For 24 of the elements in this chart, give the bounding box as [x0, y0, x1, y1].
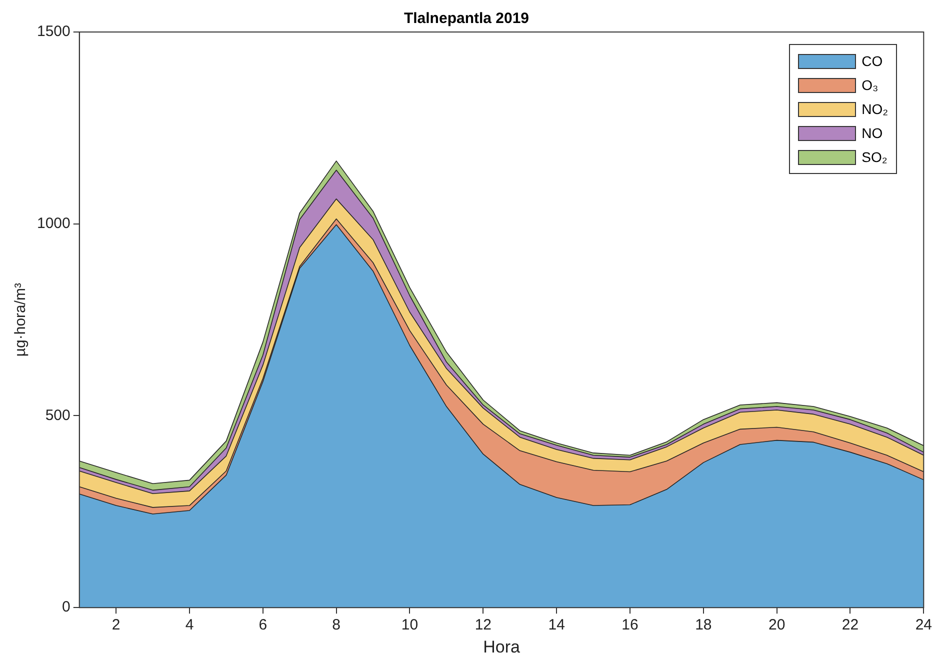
x-tick-label: 16: [622, 616, 638, 634]
x-axis-title: Hora: [483, 637, 520, 656]
legend-label: NO₂: [862, 101, 888, 117]
x-tick-label: 6: [258, 616, 268, 634]
x-tick-label: 18: [695, 616, 712, 634]
x-tick-label: 24: [915, 616, 932, 634]
x-tick-label: 10: [401, 616, 418, 634]
legend-label: SO₂: [862, 149, 888, 165]
y-axis-title: µg·hora/m³: [12, 282, 30, 357]
legend-label: O₃: [862, 77, 878, 93]
x-tick-label: 2: [112, 616, 120, 634]
x-tick-label: 20: [768, 616, 786, 634]
x-tick-label: 22: [842, 616, 859, 634]
x-tick-label: 14: [548, 616, 565, 634]
legend-label: NO: [862, 125, 883, 141]
legend-label: CO: [862, 53, 883, 69]
chart-title: Tlalnepantla 2019: [404, 10, 530, 28]
x-tick-label: 12: [474, 616, 492, 634]
x-tick-label: 4: [185, 616, 194, 634]
y-tick-label: 1500: [36, 23, 70, 40]
x-tick-label: 8: [332, 616, 340, 634]
y-tick-label: 1000: [36, 215, 70, 232]
y-tick-label: 0: [62, 598, 70, 616]
y-tick-label: 500: [45, 406, 70, 424]
